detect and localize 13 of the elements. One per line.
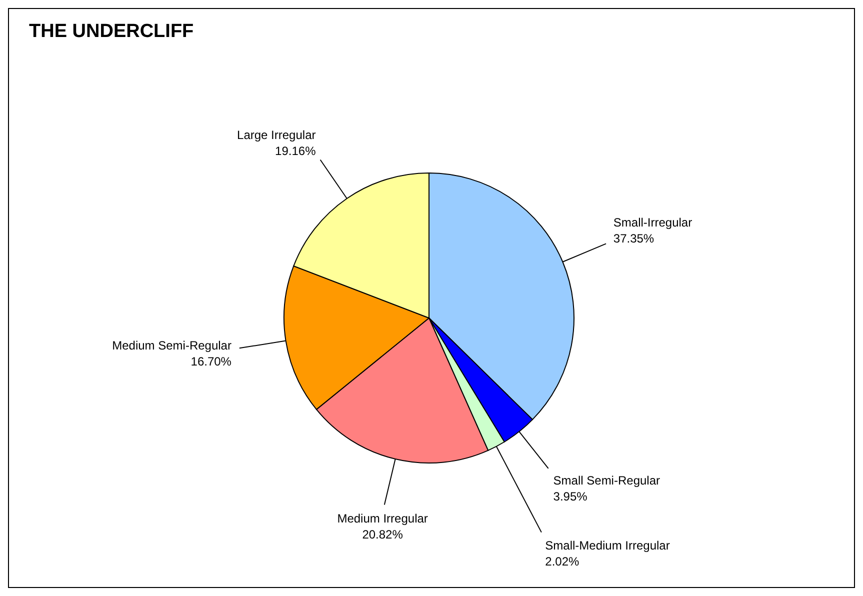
slice-label: Small-Medium Irregular [545,538,670,552]
data-label: 19.16% [275,144,316,158]
data-label: 2.02% [545,554,580,568]
slice-label: Small Semi-Regular [553,474,660,488]
data-label: 20.82% [362,528,404,542]
data-label: 16.70% [190,354,232,368]
data-label: 3.95% [553,490,588,504]
slice-label: Large Irregular [237,128,316,142]
chart-title: THE UNDERCLIFF [29,21,194,43]
data-label: 37.35% [613,232,654,246]
slice-label: Small-Irregular [613,216,692,230]
slice-label: Medium Semi-Regular [112,338,232,352]
slice-label: Medium Irregular [337,512,428,526]
